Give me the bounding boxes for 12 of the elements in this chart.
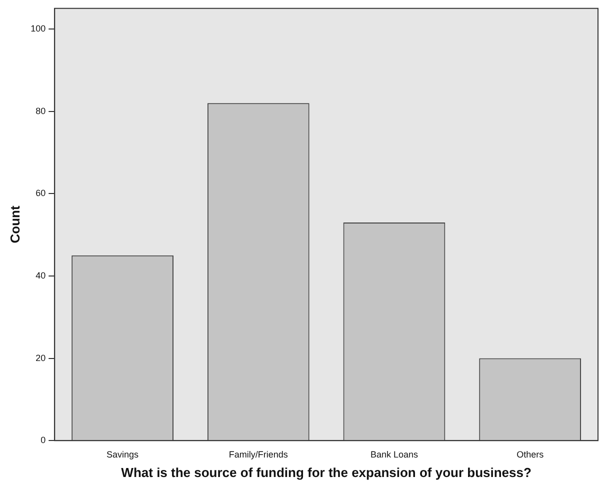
x-tick-label: Family/Friends	[228, 449, 288, 460]
y-tick-label: 100	[30, 23, 46, 34]
y-tick-label: 60	[36, 188, 46, 198]
x-tick-label: Savings	[106, 449, 140, 460]
y-tick-label: 0	[40, 435, 46, 446]
x-tick-label: Bank Loans	[370, 449, 418, 460]
x-tick-label: Others	[516, 449, 544, 460]
y-tick-label: 40	[36, 270, 46, 280]
y-axis-title: Count	[7, 205, 22, 244]
y-tick-label: 80	[36, 106, 46, 116]
y-tick-label: 20	[36, 352, 46, 363]
x-axis-title: What is the source of funding for the expansion of your business?	[121, 464, 532, 480]
